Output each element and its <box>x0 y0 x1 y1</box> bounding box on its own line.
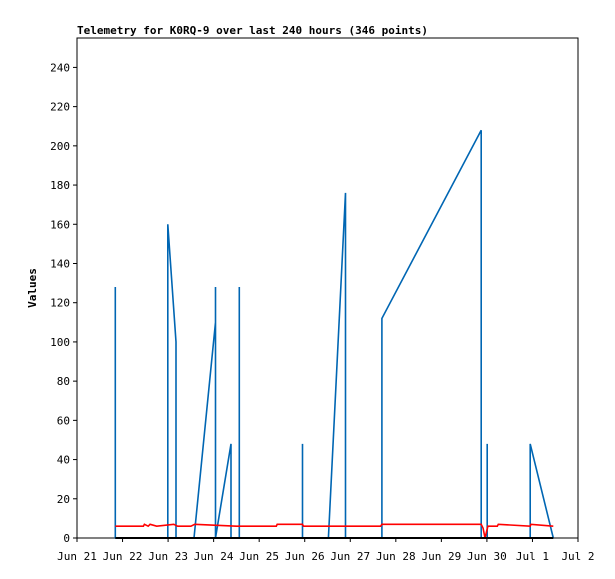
y-axis: 0 20 40 60 80 100 120 140 160 180 200 220 240 <box>50 61 77 545</box>
x-tick-label: Jun 25 <box>239 550 279 563</box>
series-line <box>115 523 554 539</box>
y-tick-label: 160 <box>50 218 70 231</box>
x-tick-label: Jun 27 <box>330 550 370 563</box>
y-tick-label: 120 <box>50 297 70 310</box>
y-tick-label: 60 <box>57 414 70 427</box>
y-tick-label: 180 <box>50 179 70 192</box>
y-tick-label: 220 <box>50 101 70 114</box>
x-tick-label: Jun 21 <box>57 550 97 563</box>
series-layer <box>114 129 555 539</box>
y-tick-label: 100 <box>50 336 70 349</box>
x-axis: Jun 21 Jun 22 Jun 23 Jun 24 Jun 25 Jun 26 Jun … <box>57 538 595 563</box>
y-tick-label: 240 <box>50 61 70 74</box>
x-tick-label: Jun 22 <box>103 550 143 563</box>
x-tick-label: Jun 30 <box>467 550 507 563</box>
x-tick-label: Jul 2 <box>561 550 594 563</box>
plot-area <box>76 37 579 539</box>
y-tick-label: 200 <box>50 140 70 153</box>
y-tick-label: 20 <box>57 493 70 506</box>
plot-frame <box>76 37 579 539</box>
y-tick-label: 40 <box>57 454 70 467</box>
y-axis-label: Values <box>26 268 39 308</box>
y-tick-label: 0 <box>63 532 70 545</box>
y-tick-label: 140 <box>50 257 70 270</box>
x-tick-label: Jun 28 <box>376 550 416 563</box>
x-tick-label: Jun 24 <box>194 550 234 563</box>
x-tick-label: Jun 23 <box>148 550 188 563</box>
x-tick-label: Jul 1 <box>516 550 549 563</box>
y-tick-label: 80 <box>57 375 70 388</box>
x-tick-label: Jun 29 <box>421 550 461 563</box>
chart-title: Telemetry for K0RQ-9 over last 240 hours… <box>77 24 428 37</box>
x-tick-label: Jun 26 <box>285 550 325 563</box>
